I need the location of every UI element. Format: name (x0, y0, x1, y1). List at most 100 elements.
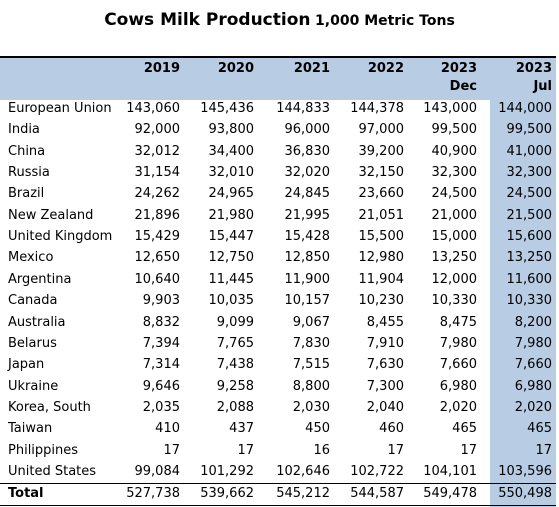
cell: 97,000 (358, 122, 405, 138)
cell: 7,660 (514, 357, 552, 373)
row-label: Belarus (8, 335, 57, 351)
cell: 12,750 (208, 250, 255, 266)
column-year: 2023 (515, 61, 552, 76)
cell: 24,965 (208, 186, 255, 202)
cell: 101,292 (200, 464, 254, 479)
cell: 24,262 (134, 186, 181, 202)
cell: 10,035 (208, 293, 255, 309)
cell: 8,455 (366, 314, 404, 330)
row-label: Korea, South (8, 399, 91, 415)
cell: 21,995 (284, 207, 331, 223)
cell: 17 (460, 442, 477, 458)
cell: 17 (163, 442, 180, 458)
column-year: 2021 (293, 61, 330, 76)
cell: 8,832 (142, 314, 180, 330)
cell: 32,300 (431, 165, 478, 181)
row-label: Canada (8, 293, 58, 309)
row-label: European Union (8, 101, 112, 116)
cell: 6,980 (439, 378, 477, 394)
cell: 10,330 (431, 293, 478, 309)
total-cell: 549,478 (423, 486, 477, 501)
cell: 40,900 (431, 143, 478, 159)
top-rule (0, 56, 556, 58)
cell: 21,980 (208, 207, 255, 223)
row-label: India (8, 122, 40, 138)
cell: 465 (527, 421, 552, 437)
cell: 7,765 (216, 335, 254, 351)
cell: 24,500 (506, 186, 553, 202)
cell: 15,429 (134, 229, 181, 245)
cell: 12,650 (134, 250, 181, 266)
row-label: Russia (8, 165, 50, 181)
cell: 7,314 (142, 357, 180, 373)
cell: 143,000 (423, 101, 477, 116)
column-year: 2023 (440, 61, 477, 76)
bottom-rule (0, 505, 556, 506)
total-cell: 550,498 (498, 486, 552, 501)
cell: 11,904 (358, 271, 405, 287)
cell: 15,000 (431, 229, 478, 245)
cell: 144,833 (276, 101, 330, 116)
cell: 32,150 (358, 165, 405, 181)
cell: 10,640 (134, 271, 181, 287)
cell: 21,000 (431, 207, 478, 223)
cell: 2,030 (292, 399, 330, 415)
row-label: Brazil (8, 186, 45, 202)
row-label: United States (8, 464, 97, 479)
cell: 10,330 (506, 293, 553, 309)
cell: 23,660 (358, 186, 405, 202)
cell: 11,445 (208, 271, 255, 287)
cell: 103,596 (498, 464, 552, 479)
cell: 437 (229, 421, 254, 437)
row-label: New Zealand (8, 207, 94, 223)
cell: 17 (535, 442, 552, 458)
cell: 7,660 (439, 357, 477, 373)
title: Cows Milk Production (104, 10, 311, 30)
cell: 12,850 (284, 250, 331, 266)
cell: 7,515 (292, 357, 330, 373)
cell: 96,000 (284, 122, 331, 138)
cell: 12,980 (358, 250, 405, 266)
title-line: Cows Milk Production 1,000 Metric Tons (0, 12, 559, 30)
cell: 7,394 (142, 335, 180, 351)
cell: 12,000 (431, 271, 478, 287)
cell: 11,900 (284, 271, 331, 287)
cell: 102,646 (276, 464, 330, 479)
cell: 31,154 (134, 165, 181, 181)
cell: 10,230 (358, 293, 405, 309)
cell: 11,600 (506, 271, 553, 287)
cell: 32,020 (284, 165, 331, 181)
cell: 7,980 (514, 335, 552, 351)
cell: 10,157 (284, 293, 331, 309)
subtitle: 1,000 Metric Tons (315, 13, 455, 29)
row-label: Argentina (8, 271, 72, 287)
cell: 32,012 (134, 143, 181, 159)
row-label: China (8, 143, 46, 159)
cell: 32,300 (506, 165, 553, 181)
cell: 8,475 (439, 314, 477, 330)
total-cell: 539,662 (200, 486, 254, 501)
cell: 24,500 (431, 186, 478, 202)
cell: 39,200 (358, 143, 405, 159)
cell: 8,800 (292, 378, 330, 394)
cell: 144,378 (350, 101, 404, 116)
row-label: Philippines (8, 442, 79, 458)
column-note: Jul (533, 79, 552, 94)
cell: 143,060 (126, 101, 180, 116)
cell: 24,845 (284, 186, 331, 202)
total-cell: 527,738 (126, 486, 180, 501)
cell: 99,084 (134, 464, 181, 479)
cell: 13,250 (431, 250, 478, 266)
cell: 32,010 (208, 165, 255, 181)
cell: 7,980 (439, 335, 477, 351)
cell: 465 (452, 421, 477, 437)
row-label: Australia (8, 314, 66, 330)
cell: 15,600 (506, 229, 553, 245)
cell: 9,258 (216, 378, 254, 394)
cell: 15,447 (208, 229, 255, 245)
cell: 15,500 (358, 229, 405, 245)
cell: 6,980 (514, 378, 552, 394)
cell: 7,630 (366, 357, 404, 373)
cell: 16 (313, 442, 330, 458)
